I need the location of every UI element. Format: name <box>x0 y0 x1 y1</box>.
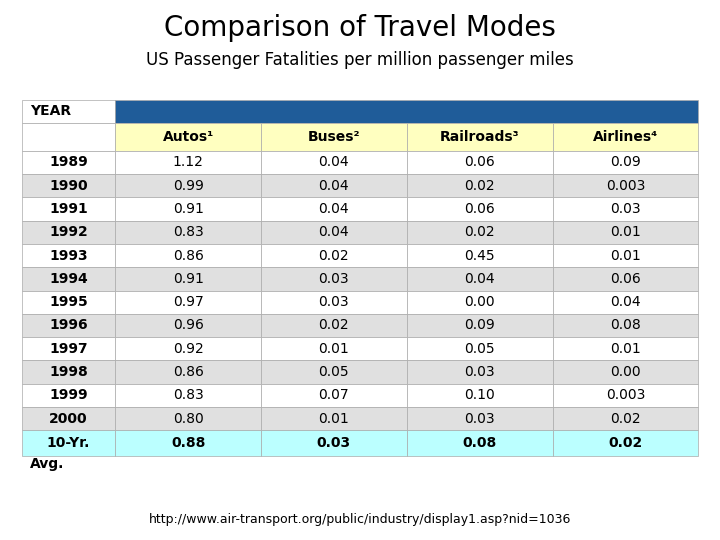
Text: 0.03: 0.03 <box>318 272 349 286</box>
Text: 0.02: 0.02 <box>464 179 495 193</box>
Text: 0.003: 0.003 <box>606 388 645 402</box>
Text: 0.04: 0.04 <box>464 272 495 286</box>
Text: 1996: 1996 <box>49 319 88 333</box>
Text: 1992: 1992 <box>49 225 88 239</box>
Text: 0.83: 0.83 <box>173 388 204 402</box>
Text: 0.03: 0.03 <box>317 436 351 450</box>
Text: 0.04: 0.04 <box>318 225 349 239</box>
Text: 0.08: 0.08 <box>610 319 641 333</box>
Text: 0.003: 0.003 <box>606 179 645 193</box>
Text: 0.83: 0.83 <box>173 225 204 239</box>
Text: 0.00: 0.00 <box>610 365 641 379</box>
Text: 0.99: 0.99 <box>173 179 204 193</box>
Text: 0.00: 0.00 <box>464 295 495 309</box>
Text: 0.08: 0.08 <box>462 436 497 450</box>
Text: 0.96: 0.96 <box>173 319 204 333</box>
Text: Comparison of Travel Modes: Comparison of Travel Modes <box>164 14 556 42</box>
Text: Airlines⁴: Airlines⁴ <box>593 130 658 144</box>
Text: 0.01: 0.01 <box>318 411 349 426</box>
Text: Autos¹: Autos¹ <box>163 130 214 144</box>
Text: 0.88: 0.88 <box>171 436 205 450</box>
Text: 0.03: 0.03 <box>318 295 349 309</box>
Text: 1994: 1994 <box>49 272 88 286</box>
Text: 0.06: 0.06 <box>464 156 495 170</box>
Text: 0.02: 0.02 <box>608 436 643 450</box>
Text: 0.04: 0.04 <box>318 202 349 216</box>
Text: 0.02: 0.02 <box>610 411 641 426</box>
Text: 1998: 1998 <box>49 365 88 379</box>
Text: 1999: 1999 <box>49 388 88 402</box>
Text: 0.97: 0.97 <box>173 295 204 309</box>
Text: 0.45: 0.45 <box>464 248 495 262</box>
Text: 0.01: 0.01 <box>610 248 641 262</box>
Text: Railroads³: Railroads³ <box>440 130 520 144</box>
Text: 0.06: 0.06 <box>464 202 495 216</box>
Text: 0.92: 0.92 <box>173 342 204 356</box>
Text: 1993: 1993 <box>49 248 88 262</box>
Text: 0.91: 0.91 <box>173 272 204 286</box>
Text: 0.03: 0.03 <box>464 365 495 379</box>
Text: 0.01: 0.01 <box>610 342 641 356</box>
Text: 1.12: 1.12 <box>173 156 204 170</box>
Text: 0.07: 0.07 <box>318 388 349 402</box>
Text: 0.09: 0.09 <box>610 156 641 170</box>
Text: 0.80: 0.80 <box>173 411 204 426</box>
Text: 0.01: 0.01 <box>318 342 349 356</box>
Text: Buses²: Buses² <box>307 130 360 144</box>
Text: 0.86: 0.86 <box>173 248 204 262</box>
Text: YEAR: YEAR <box>30 104 71 118</box>
Text: US Passenger Fatalities per million passenger miles: US Passenger Fatalities per million pass… <box>146 51 574 69</box>
Text: 10-Yr.: 10-Yr. <box>47 436 90 450</box>
Text: 0.05: 0.05 <box>464 342 495 356</box>
Text: 0.04: 0.04 <box>610 295 641 309</box>
Text: 1989: 1989 <box>49 156 88 170</box>
Text: 1991: 1991 <box>49 202 88 216</box>
Text: 1997: 1997 <box>49 342 88 356</box>
Text: 2000: 2000 <box>49 411 88 426</box>
Text: 0.02: 0.02 <box>318 319 349 333</box>
Text: 0.86: 0.86 <box>173 365 204 379</box>
Text: 1990: 1990 <box>49 179 88 193</box>
Text: http://www.air-transport.org/public/industry/display1.asp?nid=1036: http://www.air-transport.org/public/indu… <box>149 514 571 526</box>
Text: 0.04: 0.04 <box>318 179 349 193</box>
Text: Avg.: Avg. <box>30 457 65 471</box>
Text: 0.03: 0.03 <box>464 411 495 426</box>
Text: 0.02: 0.02 <box>318 248 349 262</box>
Text: 0.04: 0.04 <box>318 156 349 170</box>
Text: 0.91: 0.91 <box>173 202 204 216</box>
Text: 0.02: 0.02 <box>464 225 495 239</box>
Text: 1995: 1995 <box>49 295 88 309</box>
Text: 0.06: 0.06 <box>610 272 641 286</box>
Text: 0.10: 0.10 <box>464 388 495 402</box>
Text: 0.01: 0.01 <box>610 225 641 239</box>
Text: 0.05: 0.05 <box>318 365 349 379</box>
Text: 0.09: 0.09 <box>464 319 495 333</box>
Text: 0.03: 0.03 <box>610 202 641 216</box>
